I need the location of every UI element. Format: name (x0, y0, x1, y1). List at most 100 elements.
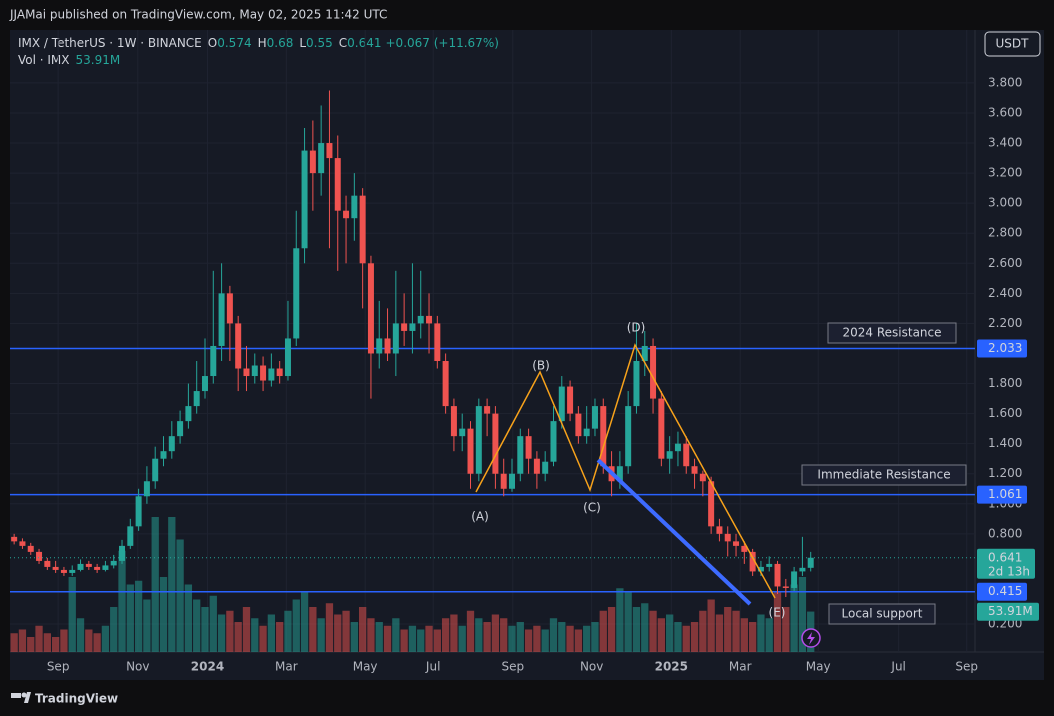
y-tick-label: 3.400 (988, 136, 1022, 150)
volume-bar (599, 610, 607, 652)
volume-bar (690, 622, 699, 652)
volume-bar (317, 618, 325, 652)
volume-bar (284, 610, 292, 652)
logo-mark (24, 692, 31, 703)
candle-body (782, 586, 789, 588)
y-tick-label: 1.400 (988, 436, 1022, 450)
volume-bar (707, 599, 715, 652)
volume-bar (358, 607, 367, 652)
volume-bar (558, 622, 566, 652)
x-tick-label: Nov (126, 660, 149, 674)
candle-body (492, 413, 499, 474)
y-tick-label: 3.800 (988, 75, 1022, 89)
close-label: C (339, 36, 347, 50)
x-tick-label: Jul (425, 660, 440, 674)
y-tick-label: 2.800 (988, 226, 1022, 240)
volume-bar (134, 580, 143, 652)
last-price-box (977, 548, 1035, 579)
candle-body (625, 406, 632, 467)
candle-body (799, 567, 806, 572)
volume-bar (259, 625, 267, 652)
alert-icon-bolt (807, 632, 815, 645)
high-label: H (258, 36, 267, 50)
volume-bar (126, 584, 134, 652)
candle-body (185, 406, 192, 422)
logo-mark (21, 692, 27, 698)
candle-body (683, 443, 690, 467)
candle-body (650, 345, 657, 399)
candle-body (27, 545, 34, 552)
candle-body (674, 443, 681, 452)
volume-bar (400, 629, 408, 652)
open-value: 0.574 (217, 36, 251, 50)
level-price: 0.415 (988, 584, 1022, 598)
candle-body (384, 338, 391, 354)
volume-bar (699, 610, 707, 652)
last-price: 0.641 (988, 550, 1022, 564)
candle-body (168, 436, 175, 452)
y-tick-label: 3.600 (988, 105, 1022, 119)
volume-bar (757, 614, 765, 652)
volume-bar (251, 618, 259, 652)
candle-body (600, 406, 607, 467)
y-tick-label: 1.800 (988, 376, 1022, 390)
volume-bar (184, 584, 193, 652)
wave-label: (B) (532, 359, 550, 373)
candle-body (110, 560, 117, 566)
x-tick-label: Sep (502, 660, 525, 674)
candle-body (127, 526, 134, 546)
candle-body (757, 566, 764, 572)
volume-bar (533, 625, 541, 652)
candle-body (467, 428, 474, 474)
candle-body (243, 368, 250, 377)
level-price-box (977, 582, 1027, 601)
symbol-line: IMX / TetherUS · 1W · BINANCE O0.574 H0.68… (18, 36, 499, 50)
candle-body (392, 323, 399, 354)
volume-bar (516, 622, 524, 652)
candle-body (716, 526, 723, 534)
x-tick-label: Mar (729, 660, 752, 674)
volume-bar (118, 550, 126, 652)
volume-bar (724, 607, 732, 652)
candle-body (69, 569, 76, 573)
candle-body (708, 481, 715, 527)
volume-bar (276, 622, 284, 652)
volume-bar (217, 614, 226, 652)
last-volume-box (977, 602, 1039, 621)
volume-bar (508, 625, 516, 652)
level-price-box (977, 339, 1027, 358)
volume-bar (334, 614, 342, 652)
candle-body (36, 551, 43, 561)
candle-body (542, 461, 549, 474)
volume-bar (110, 607, 118, 652)
volume-bar (292, 599, 300, 652)
candle-body (367, 263, 374, 354)
candle-body (500, 473, 507, 489)
volume-bar (176, 539, 184, 652)
countdown: 2d 13h (988, 564, 1030, 578)
low-value: 0.55 (306, 36, 333, 50)
x-tick-label: Nov (580, 660, 603, 674)
wave-label: (D) (627, 321, 646, 335)
volume-bar (35, 625, 43, 652)
volume-bar (491, 614, 500, 652)
volume-line: Vol · IMX 53.91M (18, 53, 120, 67)
volume-bar (657, 618, 666, 652)
volume-bar (583, 625, 591, 652)
volume-bar (549, 618, 558, 652)
volume-bar (765, 618, 773, 652)
candle-body (119, 545, 126, 561)
y-tick-label: 3.000 (988, 196, 1022, 210)
candle-body (143, 481, 150, 497)
currency-label[interactable]: USDT (996, 37, 1030, 51)
volume-bar (483, 622, 491, 652)
candle-body (94, 566, 101, 570)
candle-body (334, 158, 341, 211)
candle-body (376, 338, 383, 354)
candle-body (567, 386, 574, 414)
candle-body (85, 563, 92, 567)
wave-label: (E) (769, 606, 786, 620)
currency-button[interactable] (984, 31, 1041, 57)
volume-bar (740, 618, 748, 652)
